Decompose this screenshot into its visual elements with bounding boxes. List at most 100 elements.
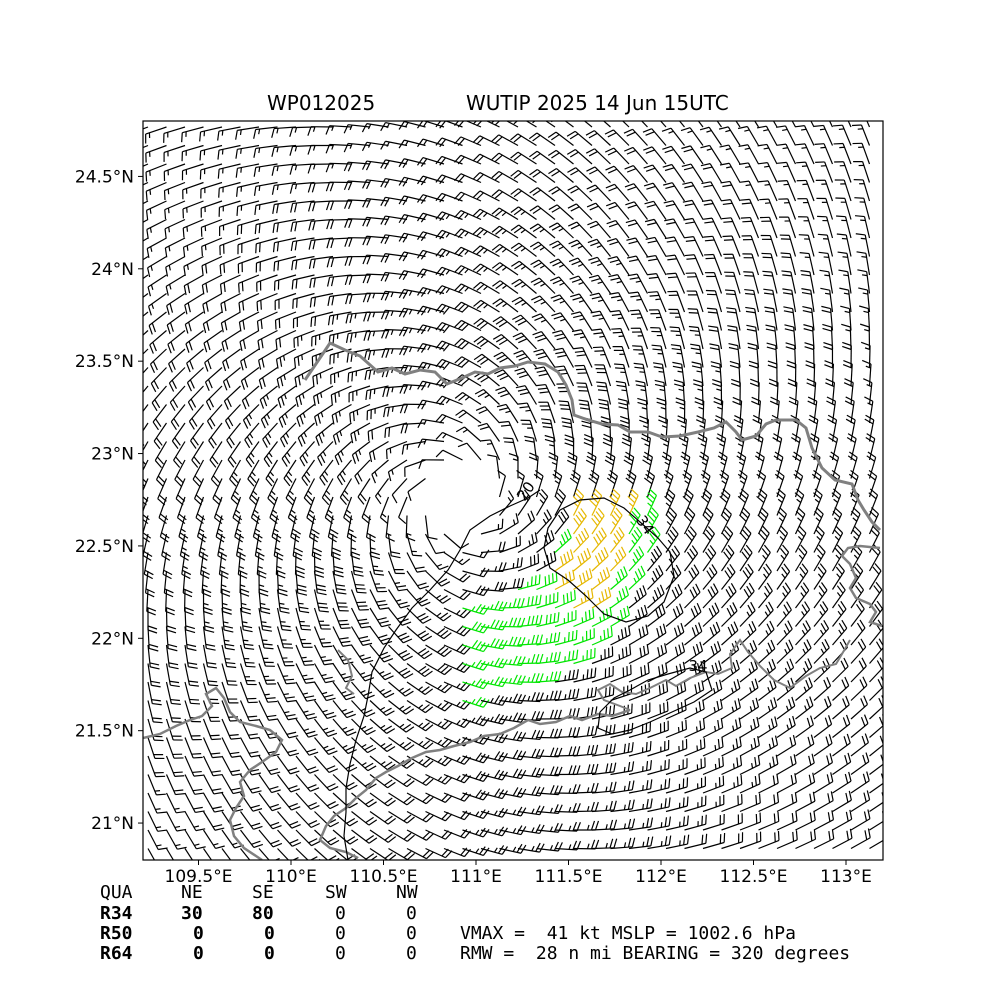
wind-barb [143,385,149,394]
wind-barb [645,488,658,516]
wind-barb [702,813,725,831]
wind-barb [850,563,864,590]
wind-barb [260,404,278,429]
wind-barb [425,736,453,749]
wind-barb [554,765,581,776]
wind-barb [511,278,537,294]
wind-barb [666,272,686,294]
wind-barb [202,607,215,633]
wind-barb [720,526,734,553]
wind-barb [604,451,616,479]
wind-barb [369,552,384,576]
wind-barb [165,700,182,723]
wind-barb [143,200,149,205]
wind-barb [143,255,149,261]
wind-barb [761,252,778,276]
wind-barb [665,796,689,813]
wind-barb [491,152,519,165]
wind-barb [227,441,241,468]
wind-barb [257,329,278,351]
wind-barb [702,545,717,572]
wind-barb [647,797,671,813]
wind-barb [435,322,463,334]
wind-barb [192,459,205,487]
wind-barb [143,404,149,427]
wind-barb [591,724,616,739]
wind-barb [369,681,395,699]
wind-barb [791,121,797,128]
wind-barb [202,829,225,850]
wind-barb [168,348,186,373]
wind-barb [776,658,795,683]
wind-barb [143,274,149,280]
wind-barb [209,441,223,468]
wind-barb [388,700,415,715]
wind-barb [682,199,704,220]
wind-barb [628,798,653,813]
wind-barb [350,607,371,629]
wind-barb [845,414,856,442]
wind-barb [850,771,870,794]
wind-barb [758,754,779,776]
wind-barb [272,237,297,253]
wind-barb [350,552,364,577]
wind-barb [492,334,519,350]
wind-barb [665,622,685,646]
wind-barb [406,626,433,642]
wind-barb [203,848,213,860]
wind-barb [147,274,167,297]
wind-barb [398,214,426,224]
wind-barb [256,274,278,292]
wind-barb [549,258,574,276]
wind-barb [850,695,869,720]
wind-barb [827,414,838,442]
wind-barb [787,378,798,405]
wind-barb [191,441,205,468]
wind-barb [706,307,723,331]
wind-barb [253,163,278,177]
wind-barb [517,692,544,703]
wind-barb [529,187,556,202]
wind-barb [818,251,834,276]
wind-barb [199,126,223,142]
wind-barb [398,270,426,281]
wind-barb [491,225,519,239]
wind-barb [443,533,470,549]
wind-barb [721,679,741,702]
wind-barb [647,816,672,831]
wind-barb [425,681,453,694]
wind-barb [510,133,537,147]
wind-barb [757,507,769,535]
wind-barb [694,397,705,424]
wind-barb [813,507,824,535]
wind-barb [454,356,482,369]
wind-barb [221,718,241,740]
wind-barb [820,287,834,313]
wind-barb [600,416,612,442]
wind-barb [344,237,371,247]
wind-barb [184,774,205,795]
wind-barb [388,737,415,751]
wind-barb [425,662,453,676]
wind-barb [795,753,815,776]
wind-barb [406,552,427,573]
wind-barb [477,422,500,442]
wind-barb [363,311,389,322]
wind-barb [480,845,508,855]
wind-barb [738,144,760,165]
wind-barb [274,311,297,330]
wind-barb [585,130,611,146]
wind-barb [739,774,761,794]
wind-barb [308,218,334,231]
wind-barb [388,626,413,644]
wind-barb [314,700,337,720]
wind-barb [776,563,791,590]
wind-barb [295,811,320,829]
wind-barb [147,293,167,316]
wind-barb [339,478,353,505]
wind-barb [767,360,778,387]
wind-barb [277,385,297,409]
wind-barb [258,348,278,370]
wind-barb [633,362,649,387]
wind-barb [554,649,579,665]
